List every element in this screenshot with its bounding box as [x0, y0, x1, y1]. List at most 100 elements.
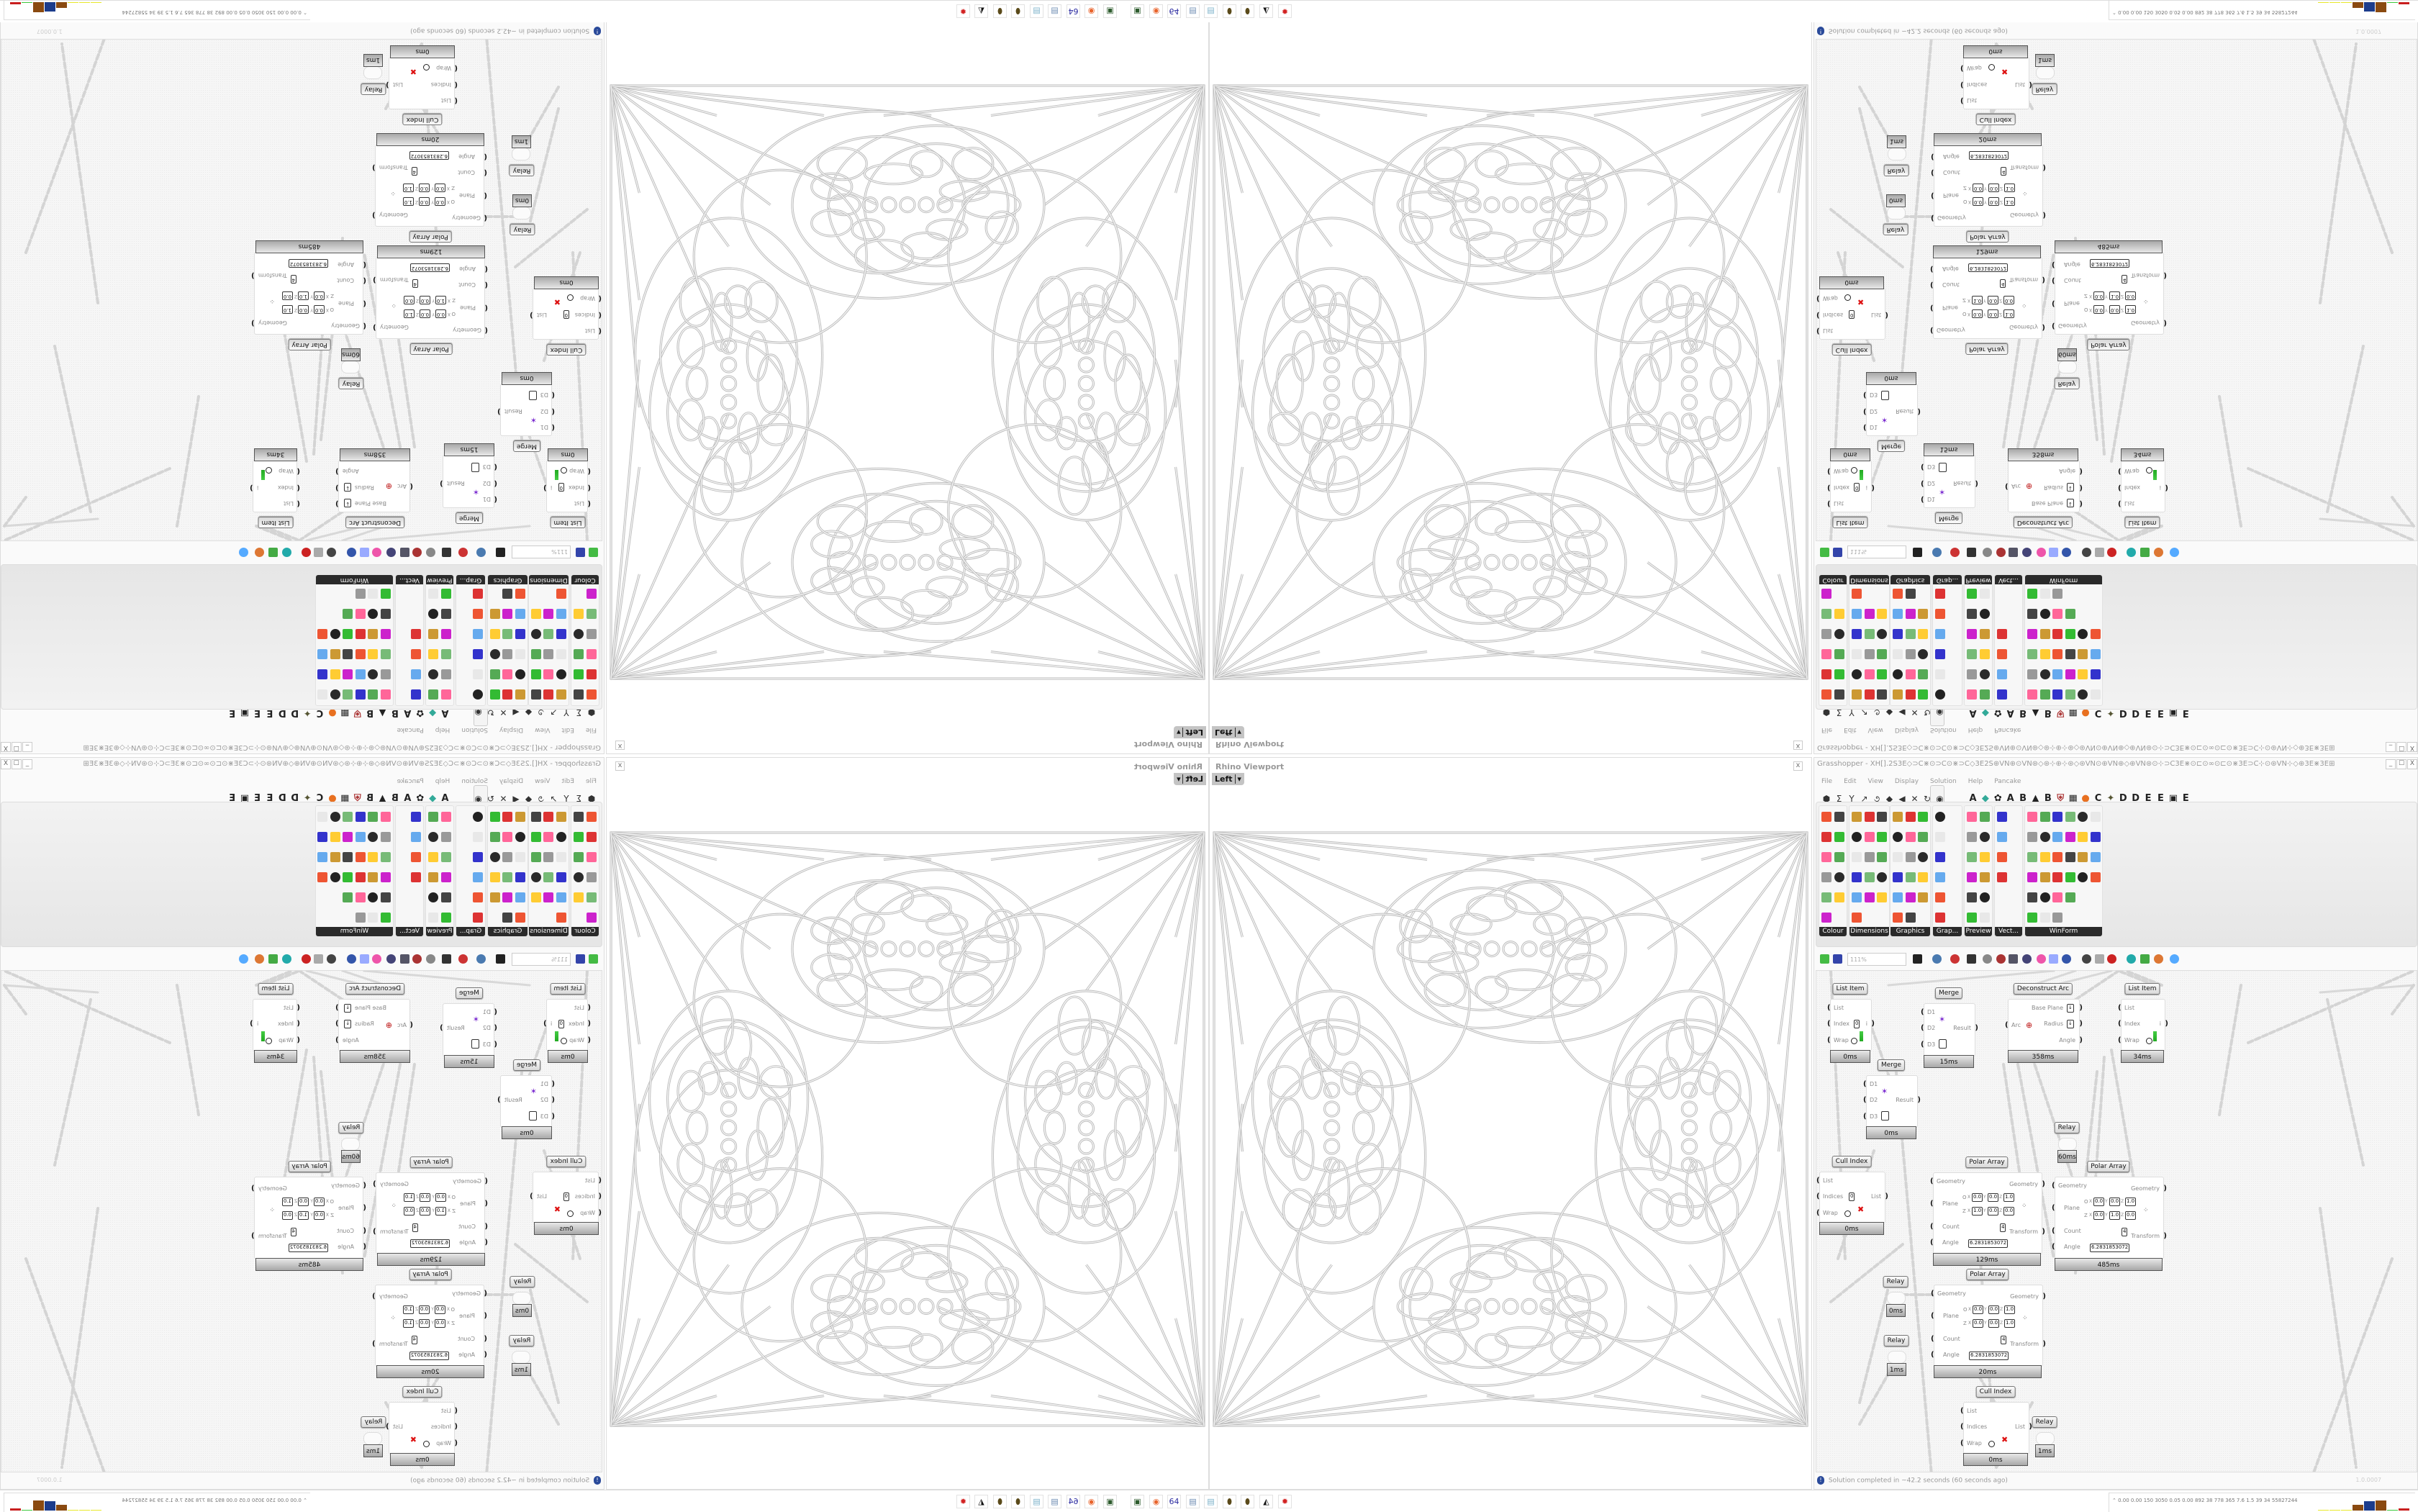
component-label[interactable]: Polar Array	[1965, 343, 2009, 355]
viewport-geometry[interactable]	[607, 80, 1205, 682]
ribbon-component-icon[interactable]	[515, 832, 525, 842]
viewport-geometry[interactable]	[607, 830, 1205, 1431]
ribbon-component-icon[interactable]	[381, 872, 391, 882]
ribbon-component-icon[interactable]	[368, 812, 379, 822]
base-plane-param-icon[interactable]: ↓	[344, 1004, 351, 1013]
ribbon-component-icon[interactable]	[441, 892, 451, 902]
input-port[interactable]: (	[1930, 1200, 1934, 1208]
ribbon-component-icon[interactable]	[441, 812, 451, 822]
ribbon-component-icon[interactable]	[574, 892, 584, 902]
input-port[interactable]: (	[409, 482, 413, 490]
ribbon-component-icon[interactable]	[2078, 669, 2088, 679]
view-selector-button[interactable]: Left ▾	[1212, 726, 1244, 738]
menu-item-pancake[interactable]: Pancake	[397, 726, 424, 733]
ribbon-component-icon[interactable]	[1967, 629, 1977, 639]
relay-label[interactable]: Relay	[338, 378, 364, 389]
ribbon-component-icon[interactable]	[2039, 872, 2050, 882]
menu-item-solution[interactable]: Solution	[1930, 726, 1957, 733]
plane-z-x-value[interactable]: 1.0	[435, 1207, 446, 1216]
ribbon-component-icon[interactable]	[1967, 852, 1977, 862]
wrap-toggle[interactable]	[2146, 1038, 2152, 1044]
zoom-input[interactable]: 111%	[1847, 546, 1906, 558]
input-port[interactable]: (	[587, 1036, 591, 1044]
ribbon-component-icon[interactable]	[502, 629, 513, 639]
component-label[interactable]: Cull Index	[1831, 344, 1872, 356]
ribbon-component-icon[interactable]	[574, 629, 584, 639]
input-port[interactable]: (	[1921, 1008, 1924, 1016]
ribbon-component-icon[interactable]	[330, 832, 340, 842]
ribbon-component-icon[interactable]	[1905, 629, 1916, 639]
menu-item-display[interactable]: Display	[499, 778, 524, 785]
ribbon-panel-label[interactable]: Dimensions	[529, 927, 569, 936]
ribbon-panel-label[interactable]: Dimensions	[1849, 927, 1889, 936]
input-port[interactable]: (	[363, 276, 366, 284]
ribbon-component-icon[interactable]	[2078, 812, 2088, 822]
terminal-icon[interactable]: ▣	[1103, 4, 1117, 18]
input-port[interactable]: (	[454, 81, 458, 89]
ribbon-component-icon[interactable]	[411, 669, 421, 679]
output-port[interactable]: )	[1871, 1020, 1875, 1028]
gem-icon[interactable]	[2170, 548, 2179, 557]
ribbon-component-icon[interactable]	[1821, 892, 1831, 902]
ribbon-component-icon[interactable]	[343, 872, 353, 882]
output-port[interactable]: )	[530, 1192, 533, 1200]
plane-o-x-value[interactable]: 0.0	[313, 1198, 325, 1206]
ribbon-component-icon[interactable]	[368, 689, 379, 700]
ribbon-component-icon[interactable]	[356, 689, 366, 700]
plane-o-y-value[interactable]: 0.0	[419, 1193, 430, 1202]
component-body[interactable]: (D1(D2(D3) Result ✶	[1863, 384, 1921, 436]
wrap-toggle[interactable]	[1988, 64, 1995, 71]
plane-z-x-value[interactable]: 0.0	[313, 1211, 325, 1220]
input-port[interactable]: (	[2052, 276, 2055, 284]
ribbon-panel-label[interactable]: Preview	[426, 927, 453, 936]
close-button[interactable]: X	[2407, 759, 2417, 769]
ribbon-component-icon[interactable]	[381, 589, 391, 599]
ribbon-component-icon[interactable]	[502, 852, 513, 862]
ribbon-component-icon[interactable]	[1905, 609, 1916, 619]
input-port[interactable]: (	[1960, 1423, 1964, 1431]
ribbon-component-icon[interactable]	[1967, 589, 1977, 599]
input-port[interactable]: (	[296, 484, 300, 492]
close-button[interactable]: X	[1, 759, 11, 769]
component-body[interactable]: (Geometry(Plane(Count(Angle) Geometry) Tra…	[373, 257, 488, 339]
shape-b-icon[interactable]	[314, 548, 323, 557]
ribbon-component-icon[interactable]	[330, 812, 340, 822]
angle-value[interactable]: 6.2831853072	[288, 259, 328, 268]
plane-z-x-value[interactable]: 0.0	[434, 184, 445, 192]
plane-z-z-value[interactable]: 0.0	[2003, 1207, 2015, 1216]
input-port[interactable]: (	[1960, 1407, 1964, 1415]
ribbon-component-icon[interactable]	[441, 629, 451, 639]
close-icon[interactable]: x	[1793, 761, 1803, 771]
component-body[interactable]: (List(Index(Wrap) i 0	[543, 460, 591, 512]
input-port[interactable]: (	[1863, 423, 1867, 431]
ribbon-component-icon[interactable]	[1852, 872, 1862, 882]
ribbon-component-icon[interactable]	[574, 872, 584, 882]
ribbon-component-icon[interactable]	[330, 669, 340, 679]
ribbon-component-icon[interactable]	[2090, 832, 2101, 842]
ribbon-component-icon[interactable]	[574, 609, 584, 619]
ribbon-component-icon[interactable]	[2039, 669, 2050, 679]
input-port[interactable]: (	[598, 311, 602, 319]
plane-z-z-value[interactable]: 0.0	[281, 1211, 293, 1220]
ribbon-component-icon[interactable]	[587, 852, 597, 862]
ribbon-component-icon[interactable]	[381, 609, 391, 619]
input-port[interactable]: (	[494, 1008, 497, 1016]
ribbon-component-icon[interactable]	[330, 629, 340, 639]
wrap-toggle[interactable]	[1844, 294, 1851, 301]
ribbon-component-icon[interactable]	[368, 872, 379, 882]
input-port[interactable]: (	[2052, 1227, 2055, 1235]
component-body[interactable]: (Geometry(Plane(Count(Angle) Geometry) Tra…	[1931, 1285, 2046, 1367]
plane-o-x-value[interactable]: 0.0	[2093, 305, 2105, 314]
menu-item-view[interactable]: View	[1867, 778, 1883, 785]
input-port[interactable]: (	[2118, 1036, 2122, 1044]
menu-item-view[interactable]: View	[535, 778, 551, 785]
ribbon-component-icon[interactable]	[1852, 892, 1862, 902]
component-body[interactable]: (D1(D2(D3) Result ✶	[1921, 455, 1978, 508]
ribbon-component-icon[interactable]	[531, 892, 541, 902]
menu-item-display[interactable]: Display	[1894, 726, 1919, 733]
d3-checkbox[interactable]	[1881, 391, 1889, 400]
wrap-toggle[interactable]	[2146, 467, 2152, 474]
ribbon-component-icon[interactable]	[574, 649, 584, 659]
ribbon-component-icon[interactable]	[473, 589, 483, 599]
component-label[interactable]: Polar Array	[288, 339, 331, 350]
